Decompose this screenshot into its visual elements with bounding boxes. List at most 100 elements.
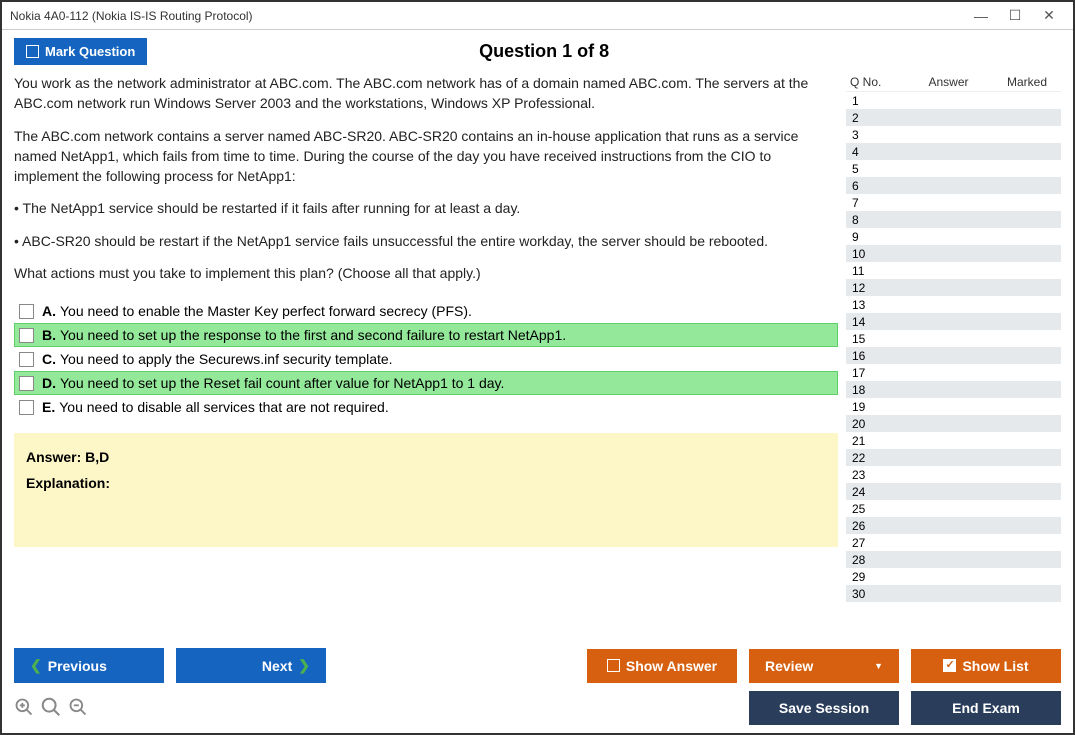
list-row[interactable]: 4 xyxy=(846,143,1061,160)
next-button[interactable]: Next ❯ xyxy=(176,648,326,683)
row-number: 9 xyxy=(852,230,882,244)
checkbox-icon[interactable] xyxy=(19,400,34,415)
list-row[interactable]: 22 xyxy=(846,449,1061,466)
show-list-button[interactable]: Show List xyxy=(911,649,1061,683)
row-number: 19 xyxy=(852,400,882,414)
content-wrap: You work as the network administrator at… xyxy=(2,73,1073,638)
row-number: 4 xyxy=(852,145,882,159)
option-b[interactable]: B. You need to set up the response to th… xyxy=(14,323,838,347)
row-number: 26 xyxy=(852,519,882,533)
checkbox-icon[interactable] xyxy=(19,328,34,343)
option-letter: E. xyxy=(42,399,55,415)
previous-label: Previous xyxy=(48,658,107,674)
row-number: 14 xyxy=(852,315,882,329)
row-number: 8 xyxy=(852,213,882,227)
header-row: Mark Question Question 1 of 8 xyxy=(2,30,1073,73)
explanation-label: Explanation: xyxy=(26,475,826,491)
list-row[interactable]: 8 xyxy=(846,211,1061,228)
list-row[interactable]: 30 xyxy=(846,585,1061,602)
list-row[interactable]: 10 xyxy=(846,245,1061,262)
option-text: You need to set up the response to the f… xyxy=(60,327,566,343)
question-para-2: The ABC.com network contains a server na… xyxy=(14,126,838,187)
maximize-icon[interactable]: ☐ xyxy=(1007,8,1023,24)
zoom-in-icon[interactable] xyxy=(14,697,34,720)
options-list: A. You need to enable the Master Key per… xyxy=(14,299,838,419)
chevron-right-icon: ❯ xyxy=(298,657,310,674)
list-row[interactable]: 26 xyxy=(846,517,1061,534)
checkbox-checked-icon xyxy=(943,659,956,672)
option-text: You need to apply the Securews.inf secur… xyxy=(60,351,393,367)
minimize-icon[interactable]: — xyxy=(973,8,989,24)
list-header: Q No. Answer Marked xyxy=(846,73,1061,91)
zoom-out-icon[interactable] xyxy=(68,697,88,720)
checkbox-icon[interactable] xyxy=(19,376,34,391)
row-number: 28 xyxy=(852,553,882,567)
row-number: 7 xyxy=(852,196,882,210)
row-number: 10 xyxy=(852,247,882,261)
list-row[interactable]: 13 xyxy=(846,296,1061,313)
list-row[interactable]: 18 xyxy=(846,381,1061,398)
list-row[interactable]: 9 xyxy=(846,228,1061,245)
chevron-left-icon: ❮ xyxy=(30,657,42,674)
list-row[interactable]: 1 xyxy=(846,92,1061,109)
end-exam-button[interactable]: End Exam xyxy=(911,691,1061,725)
option-text: You need to set up the Reset fail count … xyxy=(60,375,504,391)
option-e[interactable]: E. You need to disable all services that… xyxy=(14,395,838,419)
previous-button[interactable]: ❮ Previous xyxy=(14,648,164,683)
list-row[interactable]: 24 xyxy=(846,483,1061,500)
list-row[interactable]: 28 xyxy=(846,551,1061,568)
checkbox-icon[interactable] xyxy=(19,352,34,367)
show-answer-button[interactable]: Show Answer xyxy=(587,649,737,683)
option-letter: D. xyxy=(42,375,56,391)
row-number: 27 xyxy=(852,536,882,550)
row-number: 29 xyxy=(852,570,882,584)
list-row[interactable]: 15 xyxy=(846,330,1061,347)
list-row[interactable]: 7 xyxy=(846,194,1061,211)
list-row[interactable]: 5 xyxy=(846,160,1061,177)
question-list[interactable]: 1234567891011121314151617181920212223242… xyxy=(846,91,1061,638)
question-bullet-2: • ABC-SR20 should be restart if the NetA… xyxy=(14,231,838,251)
close-icon[interactable]: ✕ xyxy=(1041,8,1057,24)
list-row[interactable]: 19 xyxy=(846,398,1061,415)
button-row-2: Save Session End Exam xyxy=(14,691,1061,725)
row-number: 21 xyxy=(852,434,882,448)
list-row[interactable]: 25 xyxy=(846,500,1061,517)
main-column: You work as the network administrator at… xyxy=(14,73,838,638)
mark-question-button[interactable]: Mark Question xyxy=(14,38,147,65)
checkbox-icon xyxy=(607,659,620,672)
list-row[interactable]: 27 xyxy=(846,534,1061,551)
row-number: 15 xyxy=(852,332,882,346)
list-row[interactable]: 21 xyxy=(846,432,1061,449)
list-row[interactable]: 16 xyxy=(846,347,1061,364)
row-number: 24 xyxy=(852,485,882,499)
list-row[interactable]: 17 xyxy=(846,364,1061,381)
list-row[interactable]: 11 xyxy=(846,262,1061,279)
option-a[interactable]: A. You need to enable the Master Key per… xyxy=(14,299,838,323)
mark-checkbox-icon xyxy=(26,45,39,58)
titlebar: Nokia 4A0-112 (Nokia IS-IS Routing Proto… xyxy=(2,2,1073,30)
mark-label: Mark Question xyxy=(45,44,135,59)
row-number: 20 xyxy=(852,417,882,431)
question-list-panel: Q No. Answer Marked 12345678910111213141… xyxy=(846,73,1061,638)
row-number: 11 xyxy=(852,264,882,278)
list-row[interactable]: 23 xyxy=(846,466,1061,483)
option-d[interactable]: D. You need to set up the Reset fail cou… xyxy=(14,371,838,395)
review-button[interactable]: Review ▼ xyxy=(749,649,899,683)
list-row[interactable]: 20 xyxy=(846,415,1061,432)
zoom-reset-icon[interactable] xyxy=(40,696,62,721)
button-row-1: ❮ Previous Next ❯ Show Answer Review ▼ S… xyxy=(14,648,1061,683)
save-session-button[interactable]: Save Session xyxy=(749,691,899,725)
list-row[interactable]: 14 xyxy=(846,313,1061,330)
list-row[interactable]: 12 xyxy=(846,279,1061,296)
show-list-label: Show List xyxy=(962,658,1028,674)
zoom-controls xyxy=(14,696,88,721)
option-c[interactable]: C. You need to apply the Securews.inf se… xyxy=(14,347,838,371)
checkbox-icon[interactable] xyxy=(19,304,34,319)
list-row[interactable]: 2 xyxy=(846,109,1061,126)
list-row[interactable]: 6 xyxy=(846,177,1061,194)
row-number: 30 xyxy=(852,587,882,601)
row-number: 1 xyxy=(852,94,882,108)
show-answer-label: Show Answer xyxy=(626,658,717,674)
list-row[interactable]: 3 xyxy=(846,126,1061,143)
list-row[interactable]: 29 xyxy=(846,568,1061,585)
